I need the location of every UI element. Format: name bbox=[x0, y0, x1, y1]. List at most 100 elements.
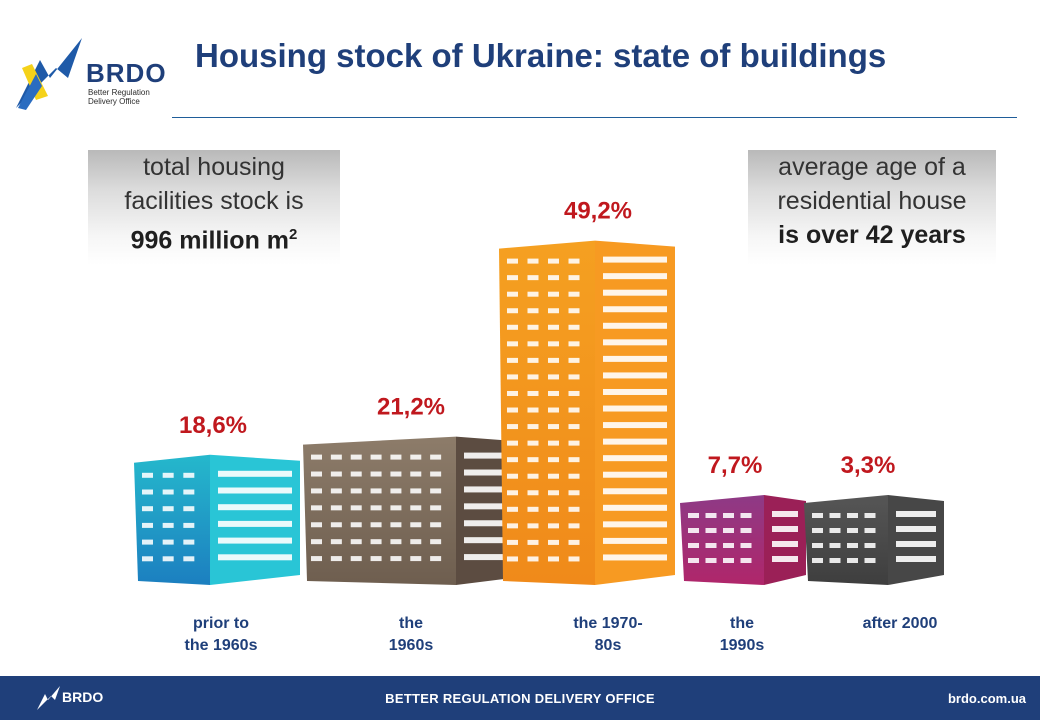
building-window-2 bbox=[430, 505, 442, 511]
building-window-3 bbox=[548, 291, 559, 297]
building-stripe-3 bbox=[603, 537, 667, 544]
building-window-5 bbox=[864, 558, 876, 563]
building-window-1 bbox=[183, 472, 195, 478]
building-stripe-5 bbox=[896, 526, 936, 532]
building-window-1 bbox=[142, 556, 153, 562]
building-window-1 bbox=[183, 522, 195, 528]
building-window-3 bbox=[568, 407, 580, 413]
building-window-1 bbox=[162, 539, 174, 545]
building-window-3 bbox=[568, 308, 580, 314]
building-window-4 bbox=[740, 513, 752, 518]
building-window-3 bbox=[548, 308, 559, 314]
building-window-3 bbox=[548, 490, 559, 496]
building-stripe-2 bbox=[464, 537, 528, 544]
building-stripe-2 bbox=[464, 452, 528, 459]
building-stripe-3 bbox=[603, 322, 667, 329]
category-label-line: 1990s bbox=[720, 637, 765, 654]
building-window-3 bbox=[527, 291, 539, 297]
building-window-2 bbox=[410, 505, 422, 511]
building-window-2 bbox=[430, 556, 442, 562]
building-window-3 bbox=[527, 473, 539, 479]
value-label-2: 21,2% bbox=[377, 394, 445, 421]
page-title: Housing stock of Ukraine: state of build… bbox=[195, 37, 887, 74]
building-window-3 bbox=[568, 457, 580, 463]
category-label-line: the 1960s bbox=[185, 637, 258, 654]
building-window-3 bbox=[568, 341, 580, 347]
category-label-1: prior to the 1960s bbox=[185, 615, 258, 654]
building-window-3 bbox=[527, 539, 539, 545]
footer-url[interactable]: brdo.com.ua bbox=[947, 691, 1026, 706]
building-stripe-3 bbox=[603, 471, 667, 478]
building-window-3 bbox=[527, 308, 539, 314]
total-stock-unit-sup: 2 bbox=[289, 226, 298, 243]
building-window-4 bbox=[740, 558, 752, 563]
building-window-3 bbox=[548, 457, 559, 463]
building-window-3 bbox=[507, 473, 518, 479]
footer: BRDO BETTER REGULATION DELIVERY OFFICE b… bbox=[0, 676, 1040, 720]
building-window-3 bbox=[568, 324, 580, 330]
building-window-3 bbox=[548, 374, 559, 380]
building-stripe-3 bbox=[603, 273, 667, 280]
building-window-5 bbox=[812, 528, 823, 533]
building-window-3 bbox=[507, 556, 518, 562]
building-window-3 bbox=[507, 523, 518, 529]
building-window-2 bbox=[390, 505, 402, 511]
building-window-3 bbox=[527, 374, 539, 380]
building-window-3 bbox=[568, 473, 580, 479]
building-window-5 bbox=[812, 543, 823, 548]
building-window-3 bbox=[568, 390, 580, 396]
building-window-2 bbox=[390, 454, 402, 460]
category-label-line: 80s bbox=[595, 637, 622, 654]
building-window-2 bbox=[370, 454, 382, 460]
footer-logo: BRDO bbox=[36, 686, 116, 712]
building-stripe-2 bbox=[464, 520, 528, 527]
building-window-2 bbox=[311, 488, 322, 494]
building-window-2 bbox=[350, 471, 362, 477]
building-stripe-4 bbox=[772, 556, 798, 562]
title-divider bbox=[172, 117, 1017, 118]
building-window-2 bbox=[390, 556, 402, 562]
building-window-3 bbox=[548, 390, 559, 396]
building-stripe-4 bbox=[772, 526, 798, 532]
building-window-1 bbox=[142, 472, 153, 478]
building-stripe-5 bbox=[896, 556, 936, 562]
building-stripe-3 bbox=[603, 554, 667, 561]
building-window-3 bbox=[548, 407, 559, 413]
building-stripe-3 bbox=[603, 306, 667, 313]
building-window-5 bbox=[829, 528, 841, 533]
building-window-3 bbox=[507, 275, 518, 281]
building-window-3 bbox=[507, 258, 518, 264]
building-window-3 bbox=[527, 506, 539, 512]
building-window-3 bbox=[548, 539, 559, 545]
building-window-3 bbox=[568, 275, 580, 281]
building-window-2 bbox=[311, 539, 322, 545]
building-window-3 bbox=[527, 490, 539, 496]
building-window-3 bbox=[527, 341, 539, 347]
building-window-2 bbox=[311, 471, 322, 477]
building-window-3 bbox=[568, 539, 580, 545]
building-window-3 bbox=[507, 506, 518, 512]
building-window-3 bbox=[548, 506, 559, 512]
building-stripe-3 bbox=[603, 455, 667, 462]
category-label-line: prior to bbox=[193, 615, 249, 632]
building-side-1 bbox=[210, 454, 300, 585]
building-window-1 bbox=[162, 556, 174, 562]
building-window-2 bbox=[410, 539, 422, 545]
building-window-4 bbox=[688, 513, 699, 518]
building-window-2 bbox=[330, 488, 342, 494]
building-window-3 bbox=[527, 523, 539, 529]
building-window-4 bbox=[740, 543, 752, 548]
building-window-4 bbox=[688, 528, 699, 533]
building-window-1 bbox=[162, 472, 174, 478]
building-stripe-1 bbox=[218, 487, 292, 494]
building-window-2 bbox=[350, 454, 362, 460]
building-window-3 bbox=[507, 539, 518, 545]
building-window-2 bbox=[390, 471, 402, 477]
building-stripe-2 bbox=[464, 503, 528, 510]
building-window-4 bbox=[688, 558, 699, 563]
total-stock-note: total housing facilities stock is 996 mi… bbox=[88, 150, 340, 265]
total-stock-line3: 996 million m2 bbox=[88, 218, 340, 257]
building-window-5 bbox=[847, 543, 858, 548]
building-window-2 bbox=[370, 471, 382, 477]
building-window-4 bbox=[723, 513, 734, 518]
